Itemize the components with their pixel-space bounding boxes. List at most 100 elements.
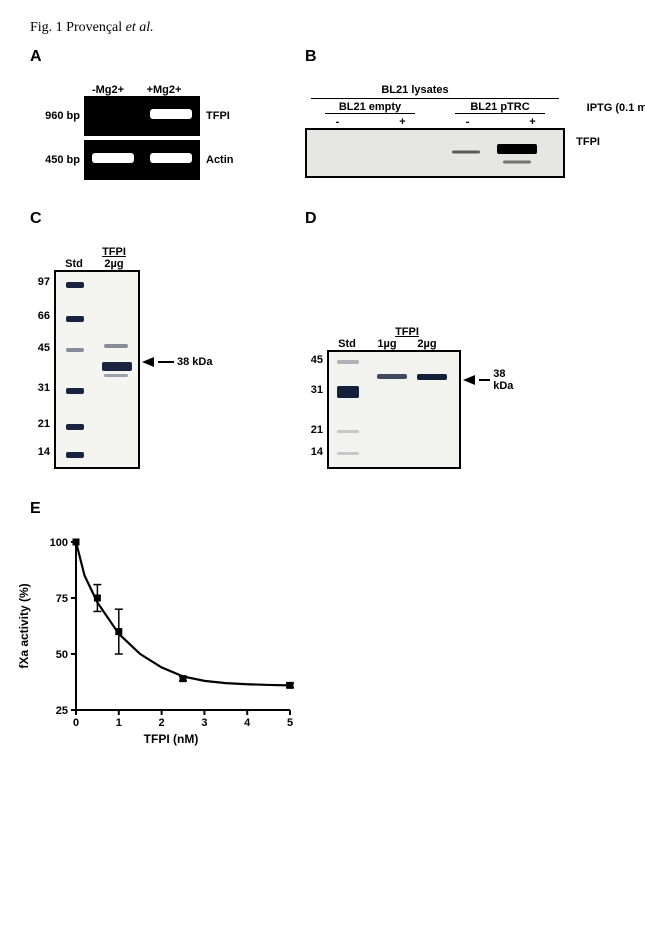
gel-a-row-1-size: 450 bp — [30, 154, 84, 166]
gel-d-lane-0: Std — [327, 338, 367, 350]
panel-c-label: C — [30, 210, 265, 228]
gel-d-std-0 — [337, 360, 359, 364]
svg-text:4: 4 — [244, 717, 251, 729]
panel-b: B BL21 lysates BL21 empty BL21 pTRC - + … — [305, 48, 615, 180]
blot-b-cond-2: - — [435, 116, 500, 128]
panel-d-label: D — [305, 210, 461, 228]
gel-a-lane-0: -Mg2+ — [80, 84, 136, 96]
blot-b-band-faint — [452, 151, 480, 154]
gel-a-band-actin-1 — [150, 153, 192, 163]
gel-a: -Mg2+ +Mg2+ 960 bp TFPI 450 bp — [30, 84, 265, 180]
arrow-icon — [142, 357, 154, 367]
gel-d-std-3 — [337, 452, 359, 455]
panel-c: C TFPI Std 2µg 97 66 45 31 21 — [30, 210, 265, 470]
gel-c-mw-3: 31 — [38, 382, 50, 394]
panel-a-label: A — [30, 48, 265, 66]
gel-c-std-2 — [66, 348, 84, 352]
svg-text:100: 100 — [50, 537, 68, 549]
blot-b: BL21 lysates BL21 empty BL21 pTRC - + - … — [305, 84, 565, 178]
figure-title: Fig. 1 Provençal et al. — [30, 20, 615, 36]
svg-text:1: 1 — [116, 717, 122, 729]
gel-a-band-tfpi — [150, 109, 192, 119]
svg-text:75: 75 — [56, 593, 68, 605]
gel-d-sample-0 — [377, 374, 407, 379]
gel-d-std-1 — [337, 386, 359, 398]
gel-c-lane-0: Std — [54, 258, 94, 270]
blot-b-groups: BL21 empty BL21 pTRC — [305, 101, 565, 113]
gel-c-sample-1 — [102, 362, 132, 371]
gel-a-row-1-lane-1 — [142, 140, 200, 180]
blot-b-band-strong — [497, 144, 537, 154]
gel-a-row-0-lane-1 — [142, 96, 200, 136]
blot-b-group-0: BL21 empty — [305, 101, 435, 113]
chart-e-ylabel: fXa activity (%) — [17, 583, 31, 668]
gel-d-mw-3: 14 — [311, 446, 323, 458]
gel-a-row-0-size: 960 bp — [30, 110, 84, 122]
gel-c-std-5 — [66, 452, 84, 458]
gel-d-mw-1: 31 — [311, 384, 323, 396]
svg-text:25: 25 — [56, 705, 68, 717]
chart-e-xlabel: TFPI (nM) — [144, 732, 199, 746]
blot-b-title-underline — [311, 98, 559, 99]
gel-d-mw-labels: 45 31 21 14 — [305, 350, 327, 470]
blot-b-conditions: - + - + — [305, 116, 565, 128]
svg-text:5: 5 — [287, 717, 293, 729]
gel-c-std-1 — [66, 316, 84, 322]
row-cd: C TFPI Std 2µg 97 66 45 31 21 — [30, 210, 615, 470]
arrow-line — [479, 379, 490, 381]
gel-c-sample-2 — [104, 374, 128, 377]
svg-text:50: 50 — [56, 649, 68, 661]
gel-c-std-4 — [66, 424, 84, 430]
svg-text:3: 3 — [201, 717, 207, 729]
blot-b-canvas — [305, 128, 565, 178]
fig-title-em: et al. — [126, 20, 154, 35]
gel-d-lane-2: 2µg — [407, 338, 447, 350]
gel-a-row-1: 450 bp Actin — [30, 140, 265, 180]
blot-b-band-sub — [503, 161, 531, 164]
gel-c-arrow: 38 kDa — [142, 356, 212, 368]
svg-text:2: 2 — [159, 717, 165, 729]
gel-c-canvas — [54, 270, 140, 469]
gel-d-sample-1 — [417, 374, 447, 380]
gel-a-band-actin-0 — [92, 153, 134, 163]
chart-e: fXa activity (%) TFPI (nM) 2550751000123… — [46, 536, 296, 716]
panel-a: A -Mg2+ +Mg2+ 960 bp TFPI 450 bp — [30, 48, 265, 180]
gel-d-lane-1: 1µg — [367, 338, 407, 350]
gel-a-lane-labels: -Mg2+ +Mg2+ — [80, 84, 265, 96]
fig-title-text: Fig. 1 Provençal — [30, 20, 126, 35]
arrow-line — [158, 361, 174, 363]
gel-c-mw-5: 14 — [38, 446, 50, 458]
blot-b-iptg-label: IPTG (0.1 mM) — [587, 102, 645, 114]
blot-b-cond-1: + — [370, 116, 435, 128]
panel-e-label: E — [30, 500, 615, 518]
blot-b-target-label: TFPI — [576, 136, 600, 148]
chart-e-svg: 255075100012345 — [46, 536, 296, 716]
blot-b-title: BL21 lysates — [265, 84, 565, 96]
gel-c-sample-0 — [104, 344, 128, 348]
blot-b-cond-3: + — [500, 116, 565, 128]
gel-a-row-0-target: TFPI — [200, 110, 246, 122]
panel-e: E fXa activity (%) TFPI (nM) 25507510001… — [30, 500, 615, 716]
blot-b-cond-0: - — [305, 116, 370, 128]
gel-c-mw-0: 97 — [38, 276, 50, 288]
gel-d-arrow: 38 kDa — [463, 368, 518, 392]
gel-d-arrow-label: 38 kDa — [493, 368, 518, 392]
arrow-icon — [463, 375, 475, 385]
gel-c-mw-2: 45 — [38, 342, 50, 354]
gel-c-mw-labels: 97 66 45 31 21 14 — [30, 270, 54, 470]
gel-d-group-header: TFPI — [367, 326, 447, 338]
gel-d-std-2 — [337, 430, 359, 433]
panel-b-label: B — [305, 48, 615, 66]
gel-a-row-1-lane-0 — [84, 140, 142, 180]
gel-c-mw-1: 66 — [38, 310, 50, 322]
gel-a-row-1-target: Actin — [200, 154, 246, 166]
panel-d: D TFPI Std 1µg 2µg 45 31 21 14 — [305, 210, 461, 470]
gel-c-arrow-label: 38 kDa — [177, 356, 212, 368]
gel-d-mw-2: 21 — [311, 424, 323, 436]
gel-a-row-0: 960 bp TFPI — [30, 96, 265, 136]
gel-c-std-0 — [66, 282, 84, 288]
gel-c-mw-4: 21 — [38, 418, 50, 430]
gel-a-lane-1: +Mg2+ — [136, 84, 192, 96]
row-ab: A -Mg2+ +Mg2+ 960 bp TFPI 450 bp — [30, 48, 615, 180]
gel-d-mw-0: 45 — [311, 354, 323, 366]
